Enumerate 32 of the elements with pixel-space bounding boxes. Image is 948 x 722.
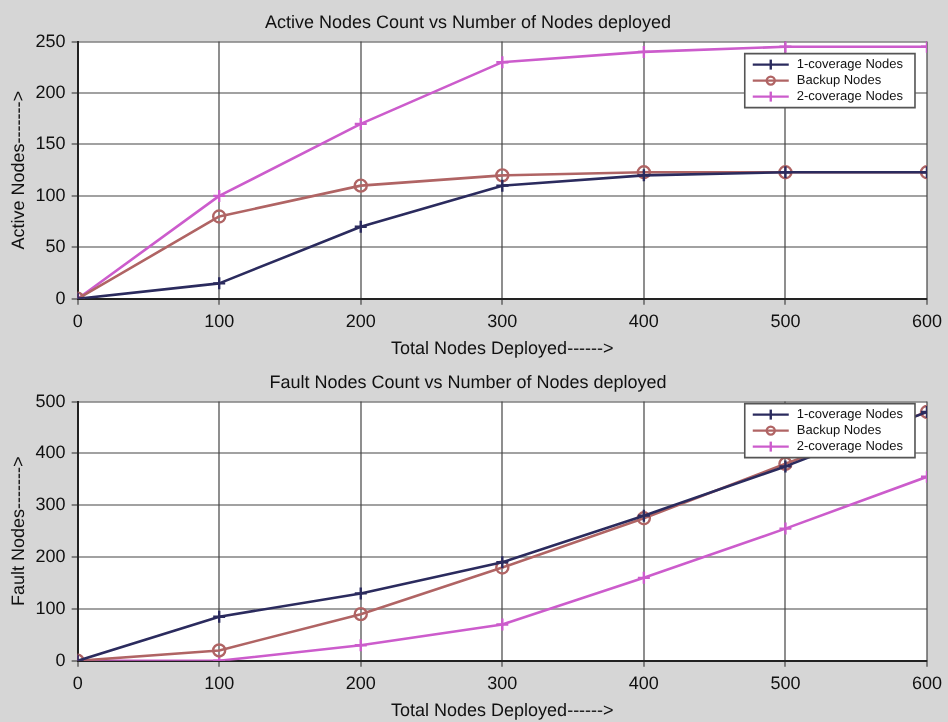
x-tick-label: 100 [204,310,235,331]
y-tick-label: 250 [35,30,66,51]
x-tick-label: 500 [770,310,801,331]
x-tick-label: 600 [911,672,943,693]
y-tick-label: 150 [35,133,66,154]
x-tick-label: 400 [628,672,659,693]
y-tick-label: 50 [45,236,66,257]
x-tick-label: 200 [345,310,376,331]
y-tick-label: 400 [35,442,66,463]
y-tick-label: 300 [35,494,66,515]
y-tick-label: 0 [55,287,66,308]
x-axis-title: Total Nodes Deployed------> [391,700,614,721]
x-tick-label: 600 [911,310,943,331]
x-tick-label: 0 [72,310,83,331]
y-tick-label: 100 [35,184,66,205]
chart-title: Fault Nodes Count vs Number of Nodes deployed [269,371,667,392]
x-tick-label: 500 [770,672,801,693]
x-tick-label: 300 [487,672,518,693]
x-axis-title: Total Nodes Deployed------> [391,338,614,359]
y-tick-label: 200 [35,82,66,103]
chart-title: Active Nodes Count vs Number of Nodes deployed [264,11,672,32]
x-tick-label: 300 [487,310,518,331]
y-tick-label: 200 [35,546,66,567]
y-axis-title: Fault Nodes-------> [7,456,28,606]
y-tick-label: 100 [35,597,66,618]
y-tick-label: 500 [35,390,66,411]
x-tick-label: 0 [72,672,83,693]
x-tick-label: 100 [204,672,235,693]
y-tick-label: 0 [55,649,66,670]
y-axis-title: Active Nodes-------> [7,90,28,250]
x-tick-label: 400 [628,310,659,331]
x-tick-label: 200 [345,672,376,693]
